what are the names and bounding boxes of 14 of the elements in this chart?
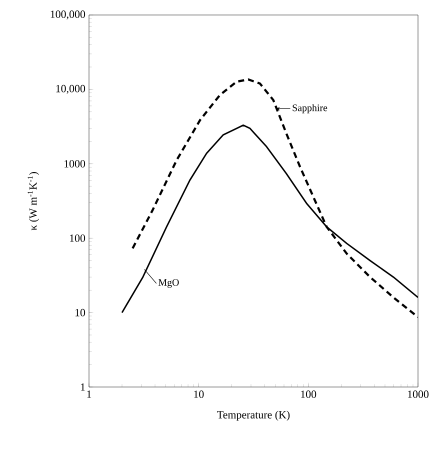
x-tick-label: 100 [301, 390, 316, 398]
y-tick-label: 1 [80, 383, 85, 391]
x-tick-label: 1000 [408, 390, 429, 398]
annotation: MgO [158, 279, 179, 288]
y-tick-label: 1000 [64, 160, 86, 168]
x-tick-label: 10 [194, 390, 204, 398]
y-tick-label: 100 [70, 234, 86, 242]
y-tick-label: 10 [75, 308, 86, 316]
x-axis-title: Temperature (K) [217, 410, 290, 421]
x-tick-label: 1 [87, 390, 92, 398]
y-axis-title: κ (W m$^{-1}$K$^{-1}$) [28, 172, 40, 230]
y-tick-label: 100,000 [50, 10, 86, 20]
y-tick-label: 10,000 [56, 84, 86, 94]
annotation: Sapphire [292, 104, 328, 114]
